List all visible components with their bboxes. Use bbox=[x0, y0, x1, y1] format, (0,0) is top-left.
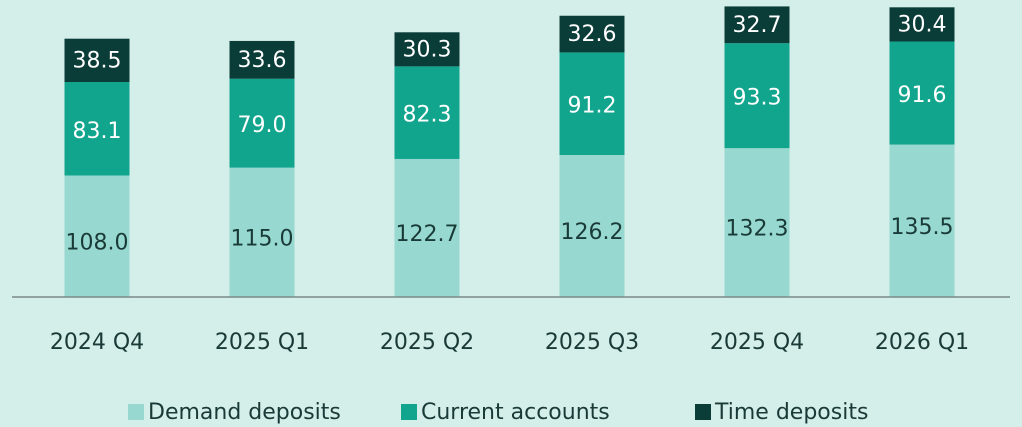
data-label: 33.6 bbox=[238, 48, 287, 73]
bar-segment bbox=[889, 144, 955, 297]
bar-segment bbox=[64, 38, 130, 83]
bar-segment bbox=[889, 41, 955, 145]
bar-segment bbox=[559, 155, 625, 297]
data-label: 30.3 bbox=[403, 37, 452, 62]
x-tick-label: 2025 Q1 bbox=[215, 330, 309, 355]
data-label: 83.1 bbox=[73, 119, 122, 144]
data-label: 132.3 bbox=[726, 217, 789, 242]
data-label: 122.7 bbox=[396, 222, 459, 247]
x-tick-label: 2025 Q2 bbox=[380, 330, 474, 355]
data-label: 32.6 bbox=[568, 22, 617, 47]
data-label: 30.4 bbox=[898, 12, 947, 37]
data-label: 115.0 bbox=[231, 226, 294, 251]
legend-swatch bbox=[695, 404, 711, 420]
data-label: 82.3 bbox=[403, 103, 452, 128]
legend-swatch bbox=[128, 404, 144, 420]
bar-segment bbox=[559, 52, 625, 156]
data-label: 126.2 bbox=[561, 220, 624, 245]
legend-label: Time deposits bbox=[714, 400, 868, 425]
bar-segment bbox=[229, 40, 295, 79]
data-label: 108.0 bbox=[66, 230, 129, 255]
x-tick-label: 2025 Q4 bbox=[710, 330, 804, 355]
legend-label: Current accounts bbox=[421, 400, 610, 425]
legend-label: Demand deposits bbox=[148, 400, 341, 425]
bar-segment bbox=[724, 148, 790, 297]
legend-swatch bbox=[401, 404, 417, 420]
bar-segment bbox=[724, 6, 790, 44]
bar-segment bbox=[889, 7, 955, 42]
bar-segment bbox=[64, 82, 130, 176]
bar-segment bbox=[559, 15, 625, 53]
bar-segment bbox=[724, 43, 790, 149]
bar-segment bbox=[394, 66, 460, 159]
x-tick-label: 2025 Q3 bbox=[545, 330, 639, 355]
data-label: 38.5 bbox=[73, 48, 122, 73]
data-label: 79.0 bbox=[238, 113, 287, 138]
data-label: 91.2 bbox=[568, 94, 617, 119]
data-label: 93.3 bbox=[733, 86, 782, 111]
x-tick-label: 2024 Q4 bbox=[50, 330, 144, 355]
bar-segment bbox=[394, 158, 460, 297]
bar-segment bbox=[64, 175, 130, 297]
bar-segment bbox=[229, 167, 295, 297]
x-tick-label: 2026 Q1 bbox=[875, 330, 969, 355]
bar-segment bbox=[394, 32, 460, 67]
bar-segment bbox=[229, 78, 295, 168]
data-label: 32.7 bbox=[733, 13, 782, 38]
data-label: 135.5 bbox=[891, 215, 954, 240]
data-label: 91.6 bbox=[898, 83, 947, 108]
